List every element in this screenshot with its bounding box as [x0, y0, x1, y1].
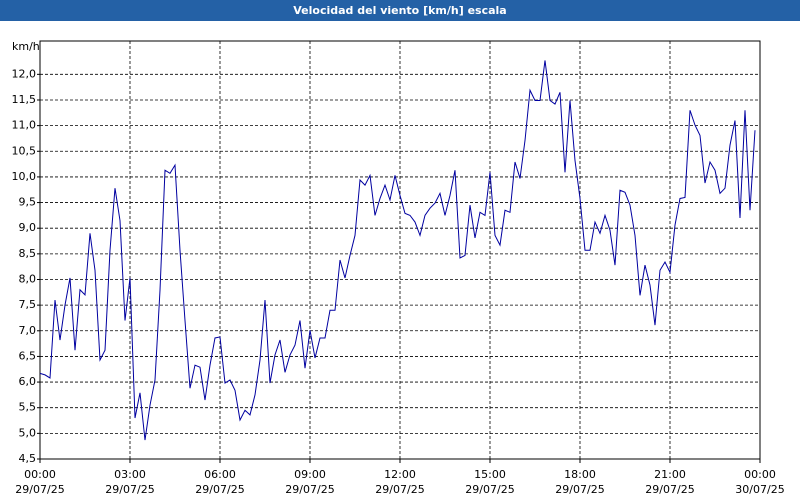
y-tick-label: 11,5 — [12, 93, 37, 106]
y-tick-label: 9,5 — [19, 196, 37, 209]
x-tick-label: 21:00 — [654, 468, 686, 481]
y-tick-label: 4,5 — [19, 452, 37, 465]
x-tick-label: 00:00 — [744, 468, 776, 481]
x-tick-date: 29/07/25 — [645, 483, 694, 496]
y-tick-label: 5,0 — [19, 426, 37, 439]
y-tick-label: 10,0 — [12, 170, 37, 183]
y-tick-label: 7,0 — [19, 324, 37, 337]
x-tick-date: 29/07/25 — [465, 483, 514, 496]
x-tick-date: 29/07/25 — [105, 483, 154, 496]
y-tick-label: 12,0 — [12, 67, 37, 80]
y-tick-label: 5,5 — [19, 401, 37, 414]
x-tick-date: 30/07/25 — [735, 483, 784, 496]
x-tick-date: 29/07/25 — [15, 483, 64, 496]
x-tick-label: 15:00 — [474, 468, 506, 481]
y-tick-label: 8,5 — [19, 247, 37, 260]
y-tick-label: 9,0 — [19, 221, 37, 234]
x-tick-label: 06:00 — [204, 468, 236, 481]
title-bar — [0, 0, 800, 21]
plot-area — [39, 40, 761, 460]
y-tick-label: 11,0 — [12, 119, 37, 132]
x-tick-label: 18:00 — [564, 468, 596, 481]
x-tick-date: 29/07/25 — [195, 483, 244, 496]
x-tick-date: 29/07/25 — [555, 483, 604, 496]
y-tick-label: 10,5 — [12, 144, 37, 157]
y-unit: km/h — [12, 40, 40, 53]
y-tick-label: 6,0 — [19, 375, 37, 388]
y-tick-label: 6,5 — [19, 349, 37, 362]
y-tick-label: 7,5 — [19, 298, 37, 311]
x-tick-label: 03:00 — [114, 468, 146, 481]
wind-speed-line — [39, 60, 756, 441]
x-tick-date: 29/07/25 — [285, 483, 334, 496]
x-tick-label: 00:00 — [24, 468, 56, 481]
chart-title: Velocidad del viento [km/h] escala — [293, 4, 506, 17]
y-tick-label: 8,0 — [19, 272, 37, 285]
x-tick-label: 09:00 — [294, 468, 326, 481]
x-tick-label: 12:00 — [384, 468, 416, 481]
x-tick-date: 29/07/25 — [375, 483, 424, 496]
